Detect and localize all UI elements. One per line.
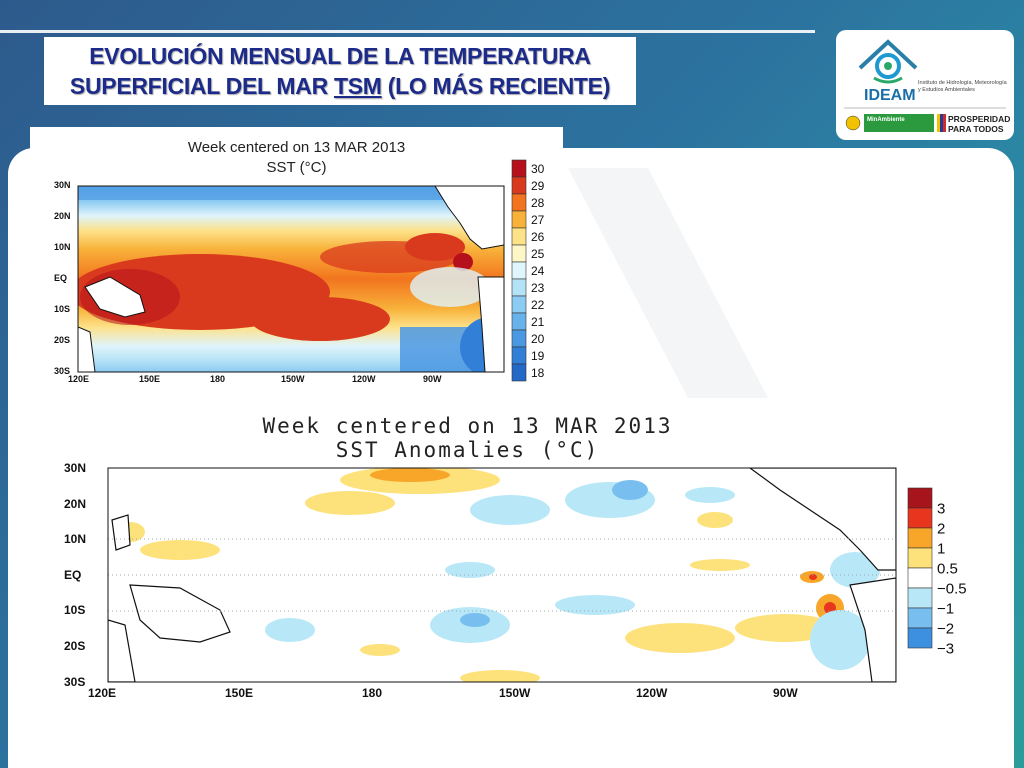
anomaly-colorbar: 3 2 1 0.5 −0.5 −1 −2 −3 (907, 487, 967, 657)
minambiente-badge (864, 114, 934, 132)
sst-map-title-line-1: Week centered on 13 MAR 2013 (187, 139, 406, 156)
colorbar-swatch (907, 527, 933, 549)
longitude-tick-label: 150E (139, 374, 161, 384)
anomaly-map-svg: 3 2 1 0.5 −0.5 −1 −2 −3 (107, 467, 967, 683)
colorbar-label: 0.5 (937, 560, 958, 577)
colorbar-label: 28 (531, 196, 545, 210)
longitude-tick-label: 150E (225, 686, 254, 700)
colorbar-label: 2 (937, 520, 945, 537)
anomaly-map-title-line-1: Week centered on 13 MAR 2013 (262, 414, 673, 438)
colorbar-swatch (511, 193, 527, 212)
minambiente-text: MinAmbiente (867, 117, 905, 123)
slogan-line-2: PARA TODOS (948, 124, 1004, 134)
colorbar-swatch (907, 567, 933, 589)
colorbar-swatch (907, 627, 933, 649)
latitude-tick-label: 10N (54, 242, 71, 252)
colorbar-swatch (511, 363, 527, 382)
latitude-tick-label: 10S (64, 603, 86, 618)
sst-map-title-line-2: SST (°C) (266, 159, 327, 176)
latitude-tick-label: 20N (54, 211, 71, 221)
colorbar-label: 30 (531, 162, 545, 176)
colorbar-label: −0.5 (937, 580, 967, 597)
colorbar-label: 22 (531, 298, 545, 312)
colombia-shield-icon (845, 115, 861, 131)
colorbar-label: 20 (531, 332, 545, 346)
longitude-tick-label: 180 (210, 374, 226, 384)
colorbar-swatch (907, 507, 933, 529)
title-underlined-acronym: TSM (333, 73, 382, 99)
anomaly-field (108, 468, 896, 682)
slide-title-box: EVOLUCIÓN MENSUAL DE LA TEMPERATURA SUPE… (44, 37, 636, 105)
sst-map-svg: 30 29 28 27 26 25 24 23 22 21 20 19 18 (77, 159, 545, 382)
colorbar-label: 27 (531, 213, 545, 227)
colorbar-label: 1 (937, 540, 945, 557)
ideam-full-name: Instituto de Hidrología, Meteorología y … (918, 80, 1007, 93)
anomaly-map-title-line-2: SST Anomalies (°C) (335, 438, 600, 462)
colorbar-swatch (907, 607, 933, 629)
background-watermark (568, 168, 768, 398)
logo-card: IDEAM Instituto de Hidrología, Meteorolo… (836, 30, 1014, 140)
colorbar-swatch (511, 210, 527, 229)
colorbar-label: 29 (531, 179, 545, 193)
latitude-tick-label: 30S (54, 366, 71, 376)
latitude-tick-label: 30N (54, 180, 71, 190)
ideam-emblem-icon (858, 39, 918, 84)
ideam-logo: IDEAM Instituto de Hidrología, Meteorolo… (844, 39, 1010, 134)
colorbar-label: 18 (531, 366, 545, 380)
longitude-tick-label: 120W (636, 686, 668, 700)
sst-colorbar: 30 29 28 27 26 25 24 23 22 21 20 19 18 (511, 159, 545, 382)
ideam-name-text: IDEAM (864, 87, 916, 104)
colorbar-swatch (511, 312, 527, 331)
colorbar-label: −2 (937, 620, 954, 637)
colorbar-swatch (511, 244, 527, 263)
slogan-line-1: PROSPERIDAD (948, 114, 1010, 124)
longitude-tick-label: 120W (352, 374, 376, 384)
latitude-tick-label: EQ (64, 567, 82, 582)
colorbar-swatch (907, 547, 933, 569)
colorbar-swatch (511, 278, 527, 297)
colorbar-label: 23 (531, 281, 545, 295)
colorbar-swatch (511, 346, 527, 365)
longitude-tick-label: 120E (88, 686, 117, 700)
longitude-tick-label: 150W (281, 374, 305, 384)
anomaly-gridlines (108, 538, 896, 612)
longitude-tick-label: 180 (362, 686, 383, 700)
title-suffix: (LO MÁS RECIENTE) (381, 73, 611, 99)
latitude-tick-label: 30N (64, 461, 87, 475)
colorbar-label: 26 (531, 230, 545, 244)
colorbar-label: 25 (531, 247, 545, 261)
colorbar-swatch (511, 295, 527, 314)
sst-map-panel: Week centered on 13 MAR 2013 SST (°C) (30, 127, 563, 397)
longitude-tick-label: 90W (773, 686, 798, 700)
colorbar-swatch (511, 227, 527, 246)
colorbar-swatch (907, 587, 933, 609)
latitude-tick-label: 30S (64, 674, 86, 689)
latitude-tick-label: 20S (64, 639, 86, 653)
latitude-tick-label: 10S (54, 304, 71, 314)
latitude-tick-label: 10N (64, 532, 87, 547)
longitude-tick-label: 150W (499, 686, 531, 700)
colorbar-label: 3 (937, 500, 945, 517)
colorbar-label: 24 (531, 264, 545, 278)
longitude-tick-label: 120E (68, 374, 90, 384)
longitude-tick-label: 90W (423, 374, 442, 384)
colorbar-swatch (907, 487, 933, 509)
header-divider-line (0, 30, 815, 33)
sst-field (78, 186, 504, 372)
colorbar-label: 19 (531, 349, 545, 363)
colorbar-label: −3 (937, 640, 954, 657)
title-prefix: SUPERFICIAL DEL MAR (69, 73, 334, 99)
latitude-tick-label: 20S (54, 335, 71, 345)
latitude-tick-label: EQ (54, 273, 68, 283)
colorbar-swatch (511, 261, 527, 280)
colorbar-label: −1 (937, 600, 954, 617)
slide-title-line-1: EVOLUCIÓN MENSUAL DE LA TEMPERATURA (89, 43, 591, 69)
colorbar-swatch (511, 159, 527, 178)
colorbar-swatch (511, 329, 527, 348)
latitude-tick-label: 20N (64, 496, 87, 511)
colorbar-label: 21 (531, 315, 545, 329)
anomaly-map-panel: Week centered on 13 MAR 2013 SST Anomali… (50, 410, 1005, 710)
colorbar-swatch (511, 176, 527, 195)
slide-title-line-2: SUPERFICIAL DEL MAR TSM (LO MÁS RECIENTE… (70, 71, 610, 101)
